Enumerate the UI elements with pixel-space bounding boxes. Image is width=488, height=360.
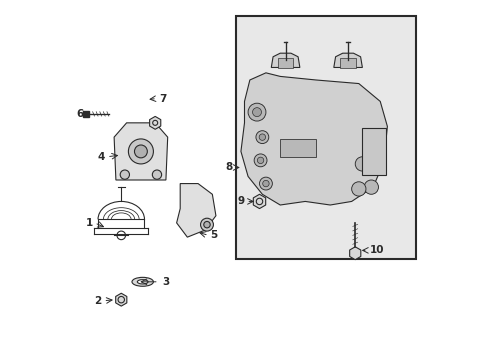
Polygon shape: [116, 293, 126, 306]
Polygon shape: [349, 247, 360, 260]
Circle shape: [252, 108, 261, 117]
Polygon shape: [114, 123, 167, 180]
Text: 4: 4: [98, 152, 105, 162]
Circle shape: [262, 180, 268, 187]
FancyBboxPatch shape: [362, 128, 385, 175]
Polygon shape: [149, 116, 161, 129]
FancyBboxPatch shape: [277, 58, 293, 68]
Text: 1: 1: [85, 218, 93, 228]
Text: 7: 7: [159, 94, 166, 104]
Polygon shape: [241, 73, 386, 205]
Circle shape: [134, 145, 147, 158]
Bar: [82, 111, 89, 117]
Circle shape: [200, 218, 213, 231]
Polygon shape: [333, 53, 362, 67]
Circle shape: [254, 154, 266, 167]
Ellipse shape: [137, 280, 148, 284]
Text: 8: 8: [225, 162, 232, 172]
Circle shape: [364, 180, 378, 194]
Polygon shape: [271, 53, 299, 67]
Circle shape: [259, 177, 272, 190]
Circle shape: [255, 131, 268, 144]
Circle shape: [128, 139, 153, 164]
Circle shape: [354, 157, 369, 171]
Circle shape: [120, 170, 129, 179]
Polygon shape: [176, 184, 216, 237]
Text: 10: 10: [369, 246, 383, 255]
Text: 6: 6: [76, 109, 83, 119]
Circle shape: [152, 170, 162, 179]
Text: 2: 2: [94, 296, 102, 306]
Circle shape: [257, 157, 263, 163]
FancyBboxPatch shape: [280, 139, 315, 157]
FancyBboxPatch shape: [235, 16, 415, 258]
Circle shape: [365, 157, 380, 171]
Circle shape: [203, 221, 210, 228]
Text: 5: 5: [210, 230, 217, 240]
Text: 9: 9: [237, 197, 244, 206]
Polygon shape: [253, 194, 265, 208]
Circle shape: [351, 182, 365, 196]
Circle shape: [247, 103, 265, 121]
Text: 3: 3: [162, 277, 169, 287]
FancyBboxPatch shape: [340, 58, 355, 68]
Circle shape: [259, 134, 265, 140]
Ellipse shape: [132, 277, 153, 286]
